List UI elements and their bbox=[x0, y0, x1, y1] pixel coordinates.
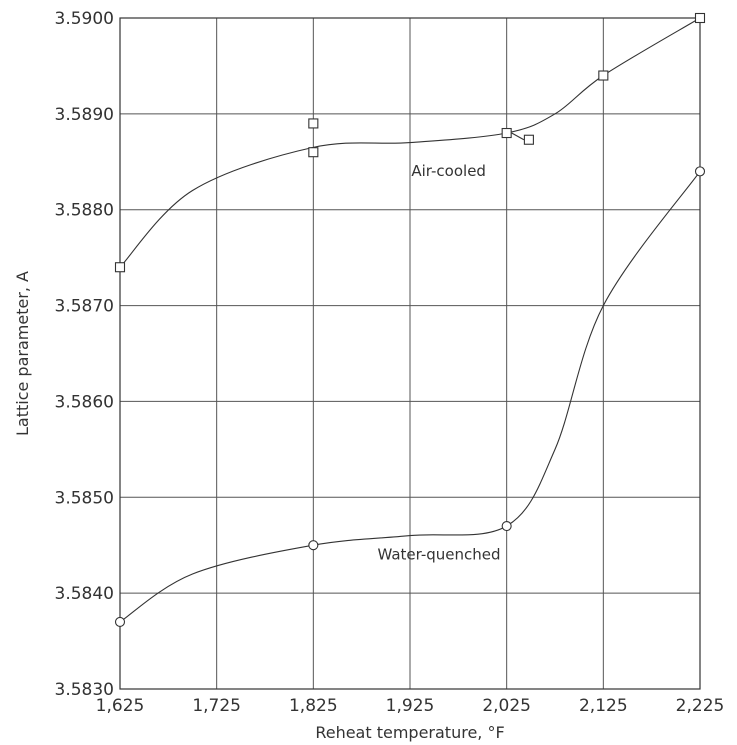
y-tick-label-3: 3.5860 bbox=[55, 392, 114, 412]
y-tick-label-0: 3.5830 bbox=[55, 680, 114, 700]
grid-lines bbox=[119, 17, 701, 690]
y-axis-label: Lattice parameter, A bbox=[13, 271, 32, 436]
air-cooled-point-3 bbox=[501, 127, 512, 139]
plot-frame bbox=[119, 17, 701, 690]
water-quenched-point-3 bbox=[694, 166, 706, 177]
air-cooled-point-0 bbox=[114, 262, 126, 273]
y-tick-label-2: 3.5850 bbox=[55, 488, 114, 508]
air-cooled-point-4 bbox=[523, 134, 534, 145]
water-quenched-point-1 bbox=[308, 540, 319, 551]
x-tick-label-5: 2,125 bbox=[579, 696, 628, 716]
air-cooled-point-1 bbox=[308, 118, 319, 129]
x-tick-label-6: 2,225 bbox=[676, 696, 725, 716]
x-tick-label-4: 2,025 bbox=[482, 696, 531, 716]
x-tick-label-1: 1,725 bbox=[192, 696, 241, 716]
series-annotation-1: Water-quenched bbox=[377, 546, 500, 564]
water-quenched-point-0 bbox=[114, 616, 126, 627]
series-annotations: Air-cooled Water-quenched bbox=[377, 162, 500, 563]
series-annotation-0: Air-cooled bbox=[411, 162, 486, 180]
y-tick-label-7: 3.5900 bbox=[55, 9, 114, 29]
y-tick-label-4: 3.5870 bbox=[55, 297, 114, 317]
y-tick-labels: 3.5830 3.5840 3.5850 3.5860 3.5870 3.5880 3.58… bbox=[55, 9, 114, 700]
series-markers bbox=[114, 12, 706, 627]
x-tick-label-3: 1,925 bbox=[386, 696, 435, 716]
x-tick-label-2: 1,825 bbox=[289, 696, 338, 716]
x-tick-label-0: 1,625 bbox=[96, 696, 145, 716]
air-cooled-point-2 bbox=[308, 147, 319, 158]
x-axis-label: Reheat temperature, °F bbox=[315, 723, 504, 742]
y-tick-label-1: 3.5840 bbox=[55, 584, 114, 604]
air-cooled-point-5 bbox=[598, 70, 609, 81]
y-tick-label-5: 3.5880 bbox=[55, 201, 114, 221]
air-cooled-leader-line bbox=[511, 132, 525, 141]
water-quenched-curve bbox=[119, 171, 701, 623]
air-cooled-point-6 bbox=[694, 12, 706, 24]
water-quenched-point-2 bbox=[501, 520, 512, 532]
y-tick-label-6: 3.5890 bbox=[55, 105, 114, 125]
x-tick-labels: 1,625 1,725 1,825 1,925 2,025 2,125 2,225 bbox=[96, 696, 725, 716]
